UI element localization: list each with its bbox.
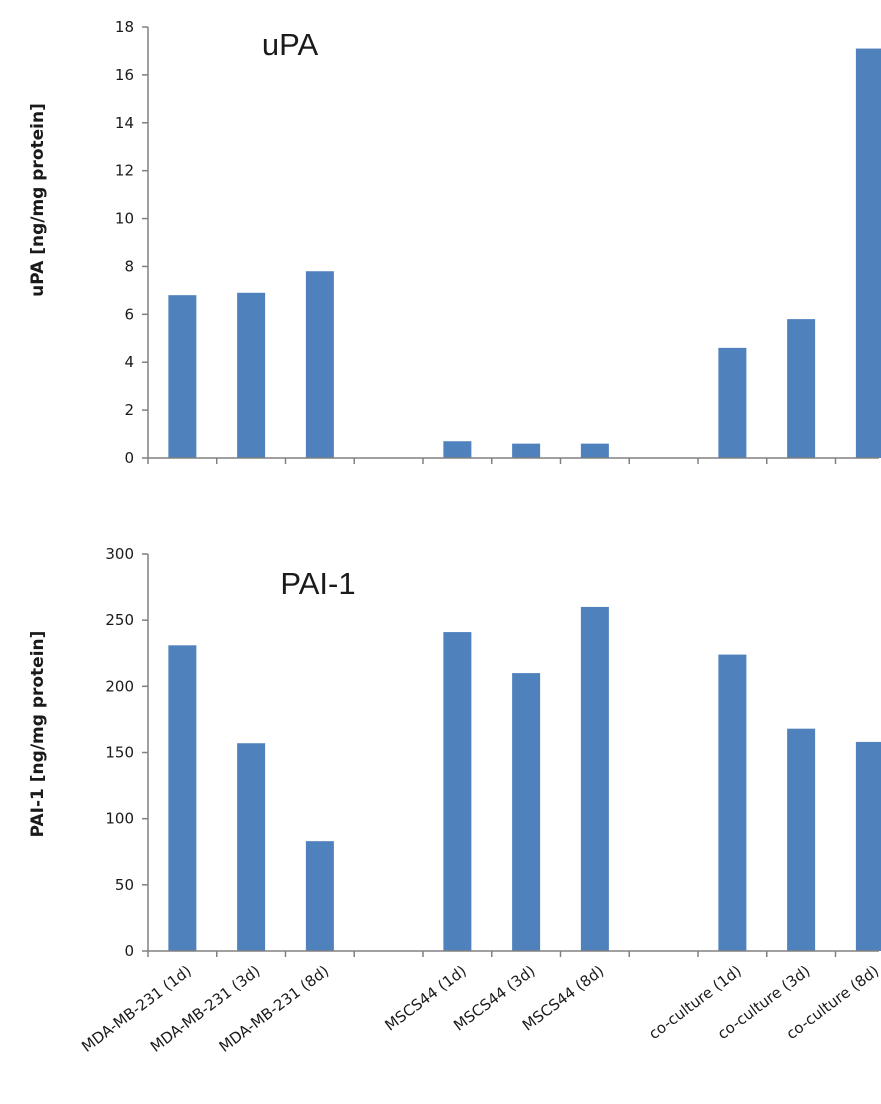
upa-bar	[855, 48, 881, 459]
upa-y-ticks: 0 2 4 6 8 10 12 14 16 18	[115, 18, 149, 467]
upa-y-tick-label: 4	[124, 353, 134, 371]
upa-bar	[580, 443, 609, 458]
pai1-bar	[718, 654, 747, 951]
pai1-bar	[512, 673, 541, 951]
pai1-bar	[168, 645, 197, 951]
pai1-y-tick-label: 150	[105, 744, 134, 762]
upa-bar	[718, 347, 747, 458]
pai1-bar	[305, 841, 334, 951]
pai1-bar	[443, 632, 472, 951]
pai1-y-axis-label: PAI-1 [ng/mg protein]	[28, 631, 48, 838]
pai1-y-tick-label: 100	[105, 810, 134, 828]
upa-y-tick-label: 12	[115, 162, 134, 180]
pai1-y-ticks: 0 50 100 150 200 250 300	[105, 545, 149, 960]
pai1-bar	[580, 606, 609, 951]
pai1-chart: PAI-1 PAI-1 [ng/mg protein] 0 50 100 150 200…	[28, 545, 881, 1056]
upa-x-axis	[147, 457, 879, 464]
x-tick-label: MDA-MB-231 (1d)	[78, 962, 195, 1056]
upa-y-tick-label: 6	[124, 305, 134, 323]
pai1-bar	[237, 743, 266, 951]
pai1-bar	[855, 741, 881, 951]
upa-y-tick-label: 14	[115, 114, 134, 132]
upa-y-tick-label: 16	[115, 66, 134, 84]
pai1-x-axis	[147, 950, 879, 957]
upa-bar	[787, 319, 816, 458]
upa-bar	[443, 441, 472, 458]
upa-y-tick-label: 0	[124, 449, 134, 467]
x-tick-labels: MDA-MB-231 (1d)MDA-MB-231 (3d)MDA-MB-231…	[78, 962, 881, 1056]
pai1-y-tick-label: 200	[105, 677, 134, 695]
upa-y-tick-label: 2	[124, 401, 134, 419]
pai1-y-tick-label: 300	[105, 545, 134, 563]
pai1-chart-title: PAI-1	[280, 566, 355, 601]
pai1-bar	[787, 728, 816, 951]
upa-y-tick-label: 18	[115, 18, 134, 36]
upa-bar	[237, 292, 266, 458]
upa-y-tick-label: 8	[124, 257, 134, 275]
upa-y-tick-label: 10	[115, 210, 134, 228]
upa-bars	[168, 48, 881, 459]
pai1-bars	[168, 606, 881, 951]
upa-chart: uPA uPA [ng/mg protein] 0 2 4 6 8 10 12 14 16 18	[28, 18, 881, 467]
pai1-y-tick-label: 0	[124, 942, 134, 960]
pai1-y-tick-label: 50	[115, 876, 134, 894]
upa-bar	[168, 295, 197, 458]
upa-chart-title: uPA	[262, 27, 319, 62]
upa-bar	[512, 443, 541, 458]
upa-y-axis-label: uPA [ng/mg protein]	[28, 103, 48, 297]
upa-bar	[305, 271, 334, 458]
pai1-y-tick-label: 250	[105, 611, 134, 629]
